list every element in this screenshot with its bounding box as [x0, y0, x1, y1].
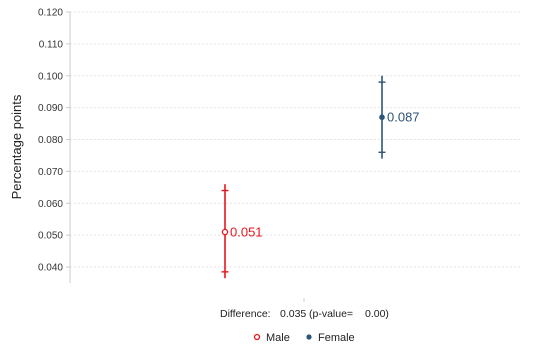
difference-label: Difference: [220, 308, 271, 320]
y-tick-label: 0.090 [38, 103, 63, 114]
gridlines [70, 11, 520, 268]
y-tick-label: 0.060 [38, 199, 63, 210]
y-tick-label: 0.040 [38, 263, 63, 274]
y-tick-label: 0.120 [38, 8, 63, 19]
y-tick-label: 0.100 [38, 71, 63, 82]
pvalue-label: (p-value= [309, 308, 353, 320]
legend-label-male: Male [266, 332, 290, 344]
legend-marker-male [253, 333, 261, 341]
y-axis-ticks: 0.040 0.050 0.060 0.070 0.080 0.090 0.100 0.110… [38, 8, 70, 274]
y-tick-label: 0.070 [38, 167, 63, 178]
point-marker [379, 114, 385, 121]
y-tick-label: 0.110 [39, 39, 64, 50]
series-male: 0.051 [221, 184, 263, 279]
difference-value: 0.035 [280, 308, 306, 320]
series-female: 0.087 [378, 75, 420, 159]
point-marker [221, 228, 229, 236]
y-axis-label: Percentage points [9, 94, 24, 199]
pvalue-value: 0.00) [365, 308, 389, 320]
y-tick-label: 0.050 [38, 231, 63, 242]
y-tick-label: 0.080 [38, 135, 63, 146]
legend-label-female: Female [318, 332, 355, 344]
data-label: 0.087 [387, 110, 420, 125]
legend: Male Female [253, 332, 355, 344]
data-label: 0.051 [230, 224, 263, 239]
difference-annotation: Difference: 0.035 (p-value= 0.00) [220, 308, 389, 320]
series-group: 0.051 0.087 [221, 75, 420, 279]
legend-marker-female [306, 334, 312, 340]
